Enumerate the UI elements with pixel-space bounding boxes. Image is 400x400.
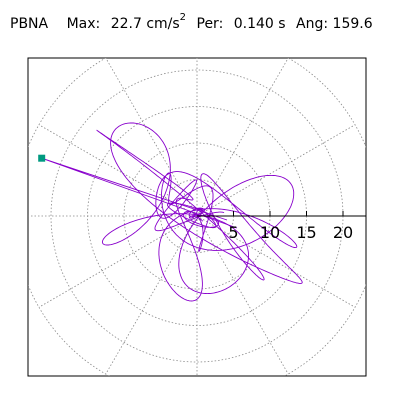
max-value: 22.7 (110, 15, 142, 32)
ang-label: Ang: (296, 15, 329, 32)
radial-axis: 5 10 15 20 (197, 211, 366, 242)
grid-spoke (196, 58, 289, 217)
grid-spoke (38, 124, 198, 217)
grid-spoke (196, 215, 356, 308)
radial-tick-label: 10 (260, 223, 280, 242)
radial-tick-label: 20 (333, 223, 353, 242)
header: PBNA Max: 22.7 cm/s2 Per: 0.140 s Ang: 1… (10, 12, 373, 32)
ang-value: 159.6 (332, 15, 373, 32)
peak-marker (38, 154, 46, 162)
grid-spoke (196, 215, 289, 375)
max-unit: cm/s (146, 15, 180, 32)
trace-path (96, 122, 303, 302)
radial-tick-label: 15 (296, 223, 316, 242)
grid-spoke (105, 215, 198, 375)
grid-spoke (105, 58, 198, 217)
max-unit-exponent: 2 (179, 12, 187, 23)
marker-layer (38, 154, 46, 162)
per-value: 0.140 s (233, 15, 286, 32)
grid-spoke (196, 124, 356, 217)
per-label: Per: (196, 15, 224, 32)
grid-spoke (38, 215, 198, 308)
station-name: PBNA (10, 15, 49, 32)
max-label: Max: (66, 15, 101, 32)
radial-tick-label: 5 (228, 223, 238, 242)
